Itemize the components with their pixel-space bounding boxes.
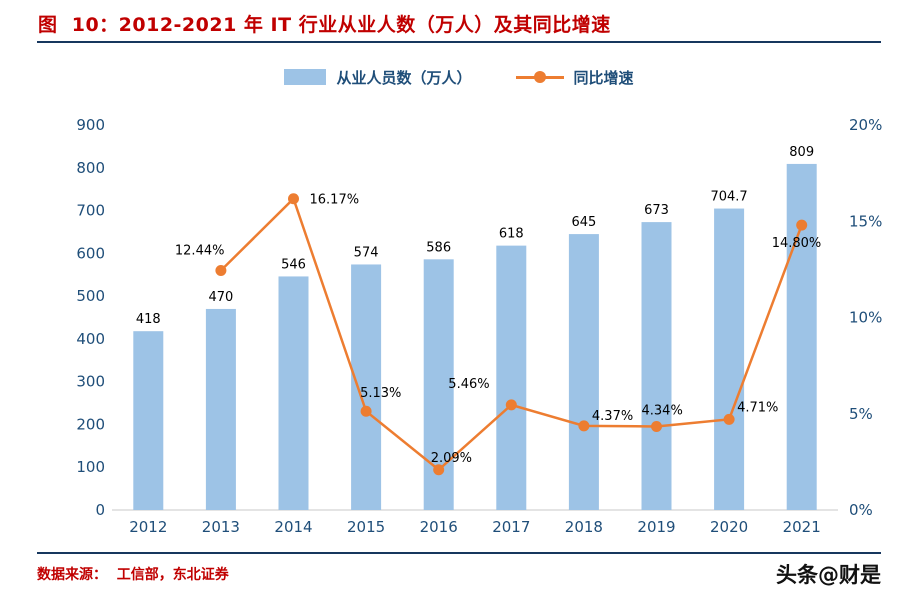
line-value-label: 4.37% bbox=[592, 409, 633, 424]
right-axis-tick-label: 10% bbox=[849, 309, 882, 327]
bar bbox=[278, 276, 309, 510]
legend-label-bars: 从业人员数（万人） bbox=[336, 68, 472, 87]
bar bbox=[496, 245, 527, 510]
line-marker-icon bbox=[796, 219, 808, 231]
left-axis-tick-label: 400 bbox=[76, 330, 105, 348]
right-axis-tick-label: 5% bbox=[849, 405, 873, 423]
bar-value-label: 574 bbox=[354, 245, 379, 260]
left-axis-tick-label: 100 bbox=[76, 458, 105, 476]
bar bbox=[351, 264, 382, 510]
line-marker-icon bbox=[433, 464, 445, 476]
line-value-label: 5.13% bbox=[360, 386, 401, 401]
bar-value-label: 418 bbox=[136, 312, 161, 327]
left-axis-tick-label: 200 bbox=[76, 415, 105, 433]
right-axis-tick-label: 15% bbox=[849, 212, 882, 230]
line-value-label: 4.34% bbox=[642, 403, 683, 418]
left-axis-tick-label: 300 bbox=[76, 373, 105, 391]
bar-value-label: 586 bbox=[426, 240, 451, 255]
data-source-text: 数据来源： 工信部，东北证券 bbox=[37, 567, 229, 583]
left-axis-tick-label: 0 bbox=[95, 501, 105, 519]
line-value-label: 14.80% bbox=[772, 236, 822, 251]
x-axis-label: 2020 bbox=[710, 518, 748, 536]
x-axis-label: 2016 bbox=[420, 518, 458, 536]
line-value-label: 12.44% bbox=[175, 244, 225, 259]
bar bbox=[133, 331, 164, 510]
line-value-label: 5.46% bbox=[448, 377, 489, 392]
legend-item-bars: 从业人员数（万人） bbox=[284, 67, 472, 88]
bar-value-label: 673 bbox=[644, 203, 669, 218]
bar-value-label: 809 bbox=[789, 145, 814, 160]
left-axis-tick-label: 500 bbox=[76, 287, 105, 305]
chart-legend: 从业人员数（万人） 同比增速 bbox=[0, 64, 918, 90]
x-axis-label: 2021 bbox=[783, 518, 821, 536]
right-axis-tick-label: 0% bbox=[849, 501, 873, 519]
left-axis-tick-label: 800 bbox=[76, 159, 105, 177]
x-axis-label: 2017 bbox=[492, 518, 530, 536]
footer: 数据来源： 工信部，东北证券 头条@财是 bbox=[37, 559, 881, 589]
line-marker-icon bbox=[288, 193, 299, 205]
title-rule bbox=[37, 41, 881, 43]
bar-value-label: 645 bbox=[571, 215, 596, 230]
x-axis-label: 2013 bbox=[202, 518, 240, 536]
line-value-label: 2.09% bbox=[431, 451, 472, 466]
line-value-label: 16.17% bbox=[310, 193, 360, 208]
x-axis-label: 2014 bbox=[274, 518, 312, 536]
bar-swatch-icon bbox=[284, 69, 327, 85]
bar-value-label: 470 bbox=[208, 290, 233, 305]
line-marker-icon bbox=[651, 420, 662, 432]
line-marker-icon bbox=[578, 420, 590, 432]
combo-chart-svg: 0 100 200 300 400 500 600 700 800 900 0% 5% 10% 15% 20… bbox=[76, 116, 882, 536]
line-value-label: 4.71% bbox=[737, 400, 778, 415]
bar bbox=[714, 208, 745, 511]
x-axis-label: 2015 bbox=[347, 518, 385, 536]
line-swatch-marker-icon bbox=[533, 71, 546, 83]
left-axis-tick-label: 900 bbox=[76, 116, 105, 134]
chart-title: 图 10：2012-2021 年 IT 行业从业人数（万人）及其同比增速 bbox=[38, 14, 611, 36]
bar-value-label: 704.7 bbox=[710, 190, 747, 205]
bar bbox=[641, 222, 672, 510]
line-marker-icon bbox=[505, 399, 517, 411]
line-marker-icon bbox=[360, 405, 372, 417]
line-marker-icon bbox=[723, 413, 735, 425]
footer-rule bbox=[37, 552, 881, 554]
x-axis-label: 2019 bbox=[637, 518, 675, 536]
line-marker-icon bbox=[215, 265, 227, 277]
bar bbox=[205, 308, 236, 510]
bar bbox=[568, 234, 599, 511]
left-axis-tick-label: 700 bbox=[76, 202, 105, 220]
right-axis-tick-label: 20% bbox=[849, 116, 882, 134]
line-swatch-icon bbox=[515, 71, 564, 83]
x-axis-label: 2018 bbox=[565, 518, 603, 536]
left-axis-tick-label: 600 bbox=[76, 244, 105, 262]
legend-item-line: 同比增速 bbox=[515, 67, 634, 88]
watermark-text: 头条@财是 bbox=[776, 563, 881, 587]
bar-value-label: 618 bbox=[499, 227, 524, 242]
x-axis-label: 2012 bbox=[129, 518, 167, 536]
bar-value-label: 546 bbox=[281, 257, 306, 272]
chart-plot-area: 0 100 200 300 400 500 600 700 800 900 0% 5% 10% 15% 20… bbox=[0, 100, 918, 555]
legend-label-line: 同比增速 bbox=[573, 68, 634, 87]
bar bbox=[786, 163, 817, 510]
